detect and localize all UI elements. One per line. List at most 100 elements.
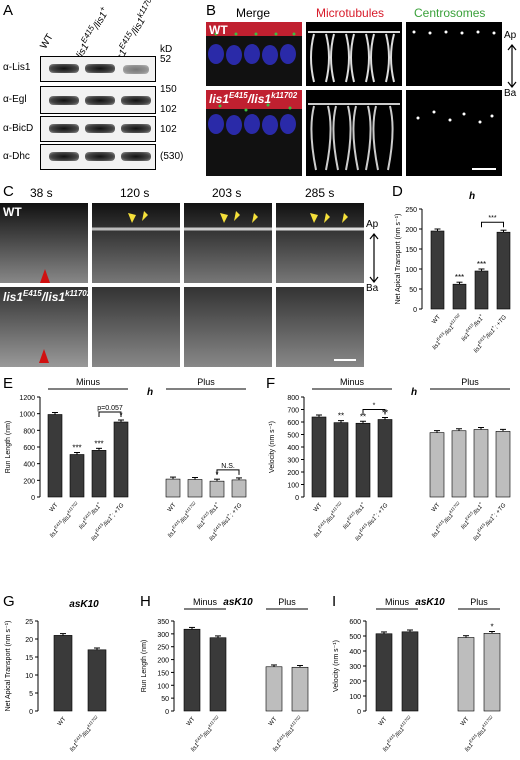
y-tick-label: 0 [413, 307, 417, 314]
group-label: Plus [197, 377, 215, 387]
row-label-dhc: α-Dhc [3, 151, 30, 162]
group-label: Plus [461, 377, 479, 387]
movie-frame-wt-38: WT [0, 203, 88, 283]
y-tick-label: 100 [287, 483, 299, 490]
y-tick-label: 400 [287, 445, 299, 452]
significance-label: *** [94, 439, 103, 448]
category-label: WT [313, 502, 324, 513]
row-label-lis1: α-Lis1 [3, 62, 31, 73]
y-tick-label: 700 [287, 408, 299, 415]
header-centrosomes: Centrosomes [414, 6, 486, 20]
y-tick-label: 300 [157, 632, 169, 639]
marker-150: 150 [160, 84, 177, 95]
lane-label-wt: WT [38, 32, 56, 51]
bar [483, 632, 501, 712]
y-tick-label: 350 [157, 619, 169, 626]
category-label: lis1E415/lis1k11702 [67, 714, 102, 753]
merge-image-mut: lis1E415/lis1k11702 [206, 90, 302, 176]
panel-label-h: H [140, 593, 151, 610]
y-tick-label: 250 [157, 645, 169, 652]
row-label-bicd: α-BicD [3, 123, 34, 134]
y-tick-label: 50 [409, 287, 417, 294]
y-tick-label: 600 [23, 445, 35, 452]
marker-530: (530) [160, 151, 184, 162]
panel-label-f: F [266, 375, 276, 392]
kd-header: kD [160, 44, 173, 55]
bracket-label: * [373, 403, 376, 410]
bar [429, 432, 445, 498]
bar [355, 422, 371, 498]
bar [333, 422, 349, 498]
y-tick-label: 0 [29, 709, 33, 716]
blot-dhc [40, 144, 156, 170]
centrosome-image-mut [406, 90, 502, 176]
blot-bicd [40, 116, 156, 142]
time-120: 120 s [120, 186, 150, 200]
chart-title: h [147, 387, 153, 398]
y-tick-label: 300 [349, 664, 361, 671]
bar [291, 666, 309, 712]
group-label: Minus [193, 597, 218, 607]
movie-frame-mut-203 [184, 287, 272, 367]
significance-label: ** [360, 412, 366, 421]
y-axis-label: Run Length (nm) [5, 421, 12, 474]
time-203: 203 s [212, 186, 242, 200]
row-label-wt-c: WT [3, 205, 22, 219]
bracket [216, 469, 240, 475]
chart-title: asK10 [223, 597, 253, 608]
y-axis-label: Net Apical Transport (nm s⁻¹) [395, 214, 402, 305]
significance-label: *** [72, 444, 81, 453]
category-label: WT [460, 716, 471, 727]
time-285: 285 s [305, 186, 335, 200]
category-label: WT [378, 716, 389, 727]
y-tick-label: 200 [157, 658, 169, 665]
movie-frame-wt-285 [276, 203, 364, 283]
y-tick-label: 0 [357, 709, 361, 716]
bar [183, 628, 201, 712]
panel-a: WT lis1E415/lis1+ lis1E415/lis1k11702 kD… [0, 0, 200, 180]
bar [451, 430, 467, 498]
panel-c: 38 s 120 s 203 s 285 s WT lis1E415/lis1k… [0, 183, 379, 368]
panel-label-e: E [3, 375, 14, 392]
category-label: lis1E415/lis1+; +TG [352, 500, 389, 542]
bar [209, 637, 227, 712]
category-label: WT [268, 716, 279, 727]
group-label: Plus [278, 597, 296, 607]
y-tick-label: 100 [405, 267, 417, 274]
y-tick-label: 250 [405, 207, 417, 214]
y-tick-label: 500 [349, 634, 361, 641]
category-label: lis1E415/lis1+; +TG [88, 500, 125, 542]
axis-ap-c: Ap [366, 219, 379, 230]
bracket [98, 411, 122, 417]
axis-ap-b: Ap [504, 30, 517, 41]
y-tick-label: 0 [31, 495, 35, 502]
panel-label-b: B [206, 2, 217, 19]
category-label: WT [49, 502, 60, 513]
scale-bar-b [472, 168, 496, 170]
chart-f: 0 100 200 300 400 500 600 700 800 Velocity (nm s⁻… [269, 377, 511, 542]
row-label-mut-b: lis1E415/lis1k11702 [209, 91, 298, 106]
bar [209, 480, 225, 498]
y-tick-label: 800 [287, 395, 299, 402]
y-tick-label: 600 [349, 619, 361, 626]
time-38: 38 s [30, 186, 53, 200]
significance-label: ** [338, 412, 344, 421]
y-tick-label: 400 [23, 462, 35, 469]
bracket-label: p=0.057 [97, 405, 123, 412]
marker-102b: 102 [160, 124, 177, 135]
y-tick-label: 0 [165, 709, 169, 716]
panel-label-i: I [332, 593, 337, 610]
y-axis-label: Net Apical Transport (nm s⁻¹) [5, 621, 12, 712]
bar [231, 479, 247, 498]
y-tick-label: 600 [287, 420, 299, 427]
bracket [481, 221, 504, 228]
y-axis-label: Velocity (nm s⁻¹) [333, 640, 340, 692]
axis-arrow-b [507, 44, 517, 88]
y-tick-label: 400 [349, 649, 361, 656]
movie-frame-wt-120 [92, 203, 180, 283]
microtubule-image-wt [306, 22, 402, 86]
bar [265, 666, 283, 712]
y-tick-label: 200 [23, 478, 35, 485]
